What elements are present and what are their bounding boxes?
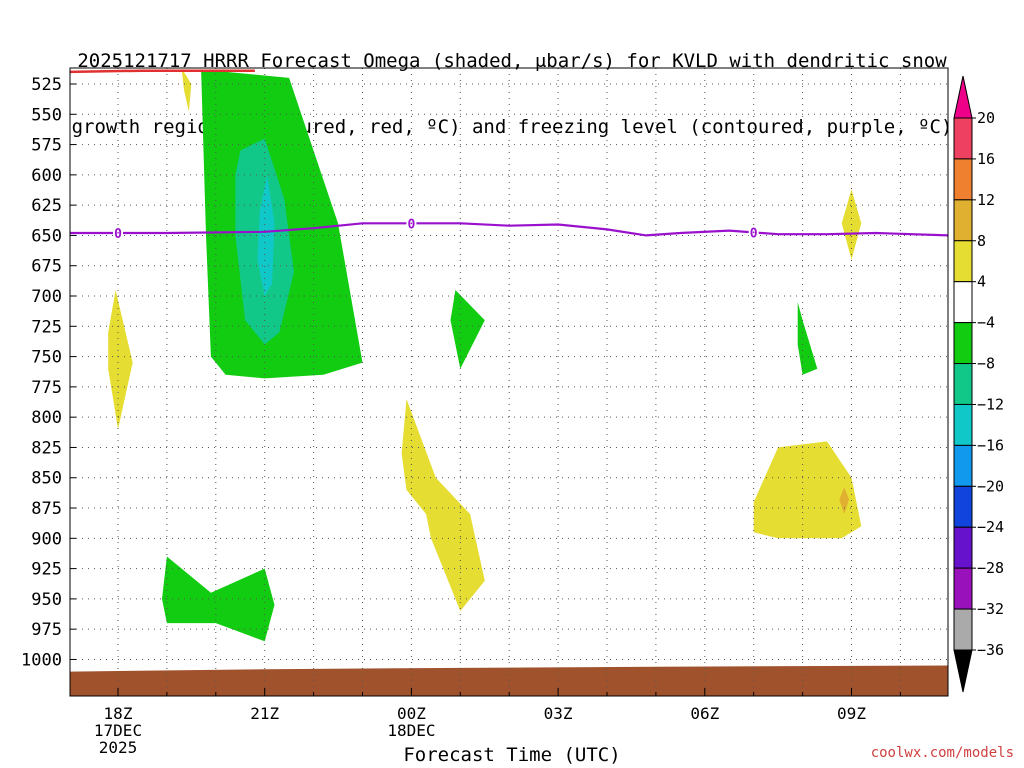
colorbar-label-7: −12 (977, 395, 1004, 413)
omega-shading-layer (70, 68, 948, 696)
y-tick-label-5: 650 (31, 226, 62, 246)
freezing-label-bg-0 (113, 226, 123, 241)
y-tick-label-13: 850 (31, 469, 62, 489)
axes-layer: 525 550 575 600 625 650 675 700 725 750 775 800 825 8… (21, 67, 949, 757)
colorbar-segment-7 (953, 403, 973, 446)
grid-layer (70, 68, 948, 696)
colorbar-label-8: −16 (977, 436, 1004, 454)
colorbar-label-10: −24 (977, 518, 1004, 536)
colorbar-label-4: 4 (977, 273, 986, 291)
omega-region-8 (401, 399, 485, 611)
y-tick-label-15: 900 (31, 529, 62, 549)
y-tick-label-2: 575 (31, 136, 62, 156)
colorbar-segment-1 (953, 158, 973, 201)
freezing-label-bg-1 (406, 216, 417, 231)
colorbar-label-13: −36 (977, 641, 1004, 659)
y-tick-label-16: 925 (31, 560, 62, 580)
colorbar-bottom-triangle (953, 649, 973, 693)
y-tick-label-18: 975 (31, 620, 62, 640)
colorbar-label-11: −28 (977, 559, 1004, 577)
y-tick-label-12: 825 (31, 438, 62, 458)
colorbar-segment-5 (953, 322, 973, 365)
freezing-level-label-2: 0 (750, 226, 758, 241)
y-tick-label-4: 625 (31, 196, 62, 216)
freezing-level-contour (70, 222, 948, 237)
omega-region-4 (450, 290, 485, 369)
colorbar-label-1: 16 (977, 150, 995, 168)
y-tick-label-8: 725 (31, 317, 62, 337)
x-tick-label-1-0: 21Z (250, 704, 279, 723)
x-tick-label-4-0: 06Z (690, 704, 719, 723)
x-tick-label-0-0: 18Z (104, 704, 133, 723)
dgz-contour (70, 69, 255, 74)
colorbar-segment-11 (953, 567, 973, 610)
colorbar-label-6: −8 (977, 355, 995, 373)
colorbar-label-12: −32 (977, 600, 1004, 618)
credit-text: coolwx.com/models (870, 745, 1014, 761)
freezing-level-label-0: 0 (114, 227, 122, 242)
colorbar-segment-3 (953, 240, 973, 283)
colorbar-segment-4 (953, 281, 973, 324)
omega-region-2 (257, 174, 275, 296)
y-tick-label-19: 1000 (21, 650, 62, 670)
colorbar: 20 16 12 8 4 −4 −8 −12 −16 −20 −24 −28 −32 −36 (953, 75, 1004, 693)
colorbar-label-3: 8 (977, 232, 986, 250)
y-tick-label-3: 600 (31, 166, 62, 186)
y-tick-label-0: 525 (31, 75, 62, 95)
x-tick-label-3-0: 03Z (544, 704, 573, 723)
colorbar-segment-10 (953, 526, 973, 569)
colorbar-segment-12 (953, 608, 973, 651)
colorbar-label-5: −4 (977, 314, 995, 332)
colorbar-segment-2 (953, 199, 973, 242)
omega-region-5 (797, 302, 818, 375)
colorbar-segment-0 (953, 117, 973, 160)
colorbar-label-0: 20 (977, 109, 995, 127)
freezing-level-label-1: 0 (407, 217, 415, 232)
omega-region-7 (108, 290, 133, 430)
y-tick-label-6: 675 (31, 257, 62, 277)
omega-region-6 (181, 68, 192, 112)
colorbar-top-triangle (953, 75, 973, 119)
colorbar-label-9: −20 (977, 477, 1004, 495)
x-tick-label-2-1: 18DEC (387, 721, 435, 740)
omega-region-10 (839, 487, 850, 515)
x-tick-label-5-0: 09Z (837, 704, 866, 723)
y-tick-label-1: 550 (31, 105, 62, 125)
y-tick-label-7: 700 (31, 287, 62, 307)
y-tick-label-10: 775 (31, 378, 62, 398)
x-tick-label-0-1: 17DEC (94, 721, 142, 740)
colorbar-segment-6 (953, 363, 973, 405)
colorbar-segment-8 (953, 444, 973, 487)
colorbar-label-2: 12 (977, 191, 995, 209)
x-tick-label-2-0: 00Z (397, 704, 426, 723)
title-line-1: 2025121717 HRRR Forecast Omega (shaded, … (77, 50, 947, 72)
x-axis-label: Forecast Time (UTC) (403, 744, 621, 766)
y-tick-label-14: 875 (31, 499, 62, 519)
y-tick-label-11: 800 (31, 408, 62, 428)
contour-layer: 0 0 0 (70, 69, 948, 242)
y-tick-label-17: 950 (31, 590, 62, 610)
freezing-label-bg-2 (748, 225, 759, 240)
y-tick-label-9: 750 (31, 348, 62, 368)
colorbar-segment-9 (953, 485, 973, 528)
omega-region-3 (162, 556, 275, 642)
omega-region-9 (753, 441, 862, 539)
x-tick-label-0-2: 2025 (99, 738, 138, 757)
